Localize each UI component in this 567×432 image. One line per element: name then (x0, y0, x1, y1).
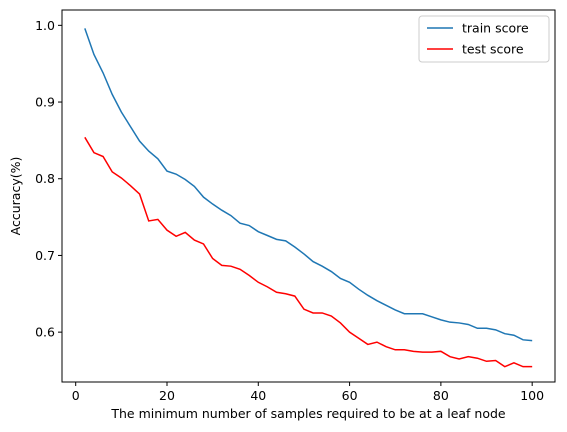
x-axis-label: The minimum number of samples required t… (110, 406, 506, 421)
series-line-train (84, 28, 533, 342)
x-tick-label: 40 (250, 388, 266, 403)
y-axis-ticks: 0.6 0.7 0.8 0.9 1.0 (35, 18, 62, 340)
series-line-test (84, 136, 533, 368)
y-tick-label: 0.8 (35, 171, 55, 186)
y-tick-label: 0.9 (35, 95, 55, 110)
x-tick-label: 60 (342, 388, 358, 403)
y-axis-label: Accuracy(%) (8, 157, 23, 236)
legend-label-test: test score (462, 42, 524, 57)
plot-lines (84, 28, 533, 368)
x-tick-label: 0 (72, 388, 80, 403)
y-tick-label: 0.6 (35, 325, 55, 340)
plot-frame (61, 9, 556, 383)
y-tick-label: 0.7 (35, 248, 55, 263)
legend-label-train: train score (462, 21, 529, 36)
x-tick-label: 100 (520, 388, 544, 403)
x-axis-ticks: 0 20 40 60 80 100 (72, 382, 544, 403)
x-tick-label: 80 (433, 388, 449, 403)
x-tick-label: 20 (159, 388, 175, 403)
y-tick-label: 1.0 (35, 18, 55, 33)
legend: train score test score (418, 15, 550, 63)
